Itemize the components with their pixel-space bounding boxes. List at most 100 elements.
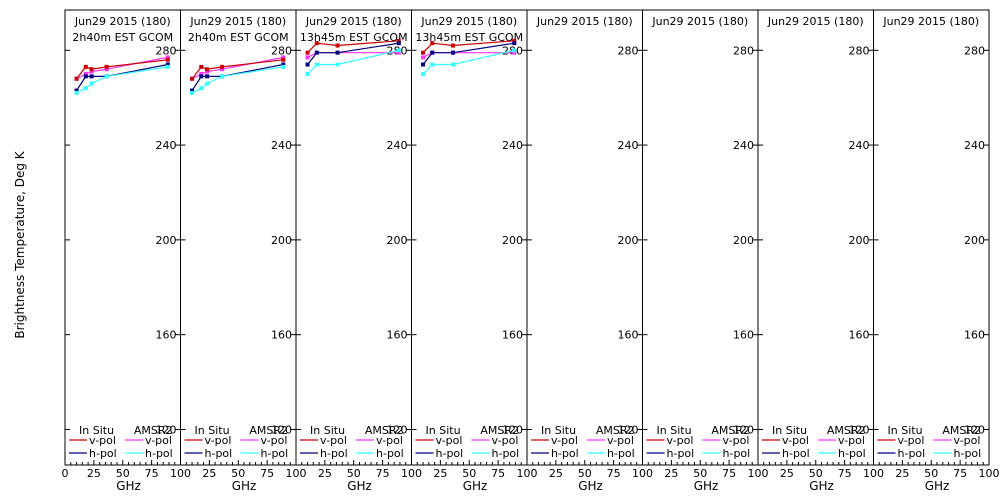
y-tick-label: 120 (387, 423, 408, 436)
x-tick-label: 100 (286, 467, 307, 480)
point-insitu_h (165, 62, 170, 67)
y-tick-label: 240 (964, 139, 985, 152)
point-amsr2_h (104, 74, 109, 79)
legend-label-in-situ-h-pol: h-pol (89, 447, 117, 460)
y-tick-label: 160 (849, 329, 870, 342)
panel-subtitle: 13h45m EST GCOM (300, 31, 408, 44)
x-tick-label: 0 (62, 467, 69, 480)
x-tick-label: 50 (116, 467, 130, 480)
y-tick-label: 240 (733, 139, 754, 152)
legend-in-situ: In Situ (657, 424, 692, 437)
point-insitu_v (199, 64, 204, 69)
point-amsr2_v (104, 67, 109, 72)
point-amsr2_h (421, 71, 426, 76)
y-tick-label: 120 (156, 423, 177, 436)
point-insitu_v (205, 67, 210, 72)
y-tick-label: 200 (271, 234, 292, 247)
point-insitu_v (74, 76, 79, 81)
x-tick-label: 25 (549, 467, 563, 480)
y-tick-label: 280 (271, 44, 292, 57)
legend-label-in-situ-v-pol: v-pol (320, 434, 347, 447)
y-tick-label: 160 (618, 329, 639, 342)
x-tick-label: 100 (748, 467, 769, 480)
y-tick-label: 120 (502, 423, 523, 436)
point-insitu_v (421, 50, 426, 55)
point-insitu_v (83, 64, 88, 69)
x-tick-label: 75 (953, 467, 967, 480)
point-insitu_v (220, 64, 225, 69)
y-tick-label: 120 (271, 423, 292, 436)
x-tick-label: 50 (809, 467, 823, 480)
y-axis-label: Brightness Temperature, Deg K (13, 150, 27, 338)
x-axis-label: GHz (809, 479, 834, 493)
point-insitu_v (335, 43, 340, 48)
x-tick-label: 75 (722, 467, 736, 480)
x-tick-label: 50 (462, 467, 476, 480)
x-tick-label: 100 (170, 467, 191, 480)
point-amsr2_v (421, 55, 426, 60)
legend-label-in-situ-h-pol: h-pol (782, 447, 810, 460)
legend-amsr2: AMSR2 (249, 424, 288, 437)
panel-7: 120 160 200 240 280 25 50 75 100 GHz Jun29 2015 (1… (757, 9, 884, 493)
point-amsr2_v (165, 55, 170, 60)
legend-amsr2: AMSR2 (711, 424, 750, 437)
legend-label-amsr2-h-pol: h-pol (492, 447, 520, 460)
y-tick-label: 280 (618, 44, 639, 57)
point-insitu_h (83, 74, 88, 79)
panel-title: Jun29 2015 (180) (882, 15, 979, 28)
legend-label-amsr2-h-pol: h-pol (838, 447, 866, 460)
panel-5: 120 160 200 240 280 25 50 75 100 GHz Jun29 2015 (1… (526, 9, 653, 493)
point-amsr2_h (396, 48, 401, 53)
series-amsr2_h (422, 49, 515, 75)
y-tick-label: 120 (849, 423, 870, 436)
legend-amsr2: AMSR2 (480, 424, 519, 437)
series-insitu_v (422, 40, 515, 54)
point-amsr2_v (199, 71, 204, 76)
y-tick-label: 160 (733, 329, 754, 342)
point-insitu_v (396, 38, 401, 43)
legend-in-situ: In Situ (79, 424, 114, 437)
legend-label-in-situ-h-pol: h-pol (205, 447, 233, 460)
point-amsr2_h (190, 90, 195, 95)
x-tick-label: 75 (607, 467, 621, 480)
x-axis-label: GHz (116, 479, 141, 493)
point-amsr2_h (430, 62, 435, 67)
y-tick-label: 200 (733, 234, 754, 247)
point-insitu_v (89, 67, 94, 72)
y-tick-label: 160 (964, 329, 985, 342)
y-tick-label: 240 (387, 139, 408, 152)
y-tick-label: 200 (156, 234, 177, 247)
y-tick-label: 200 (387, 234, 408, 247)
point-amsr2_h (220, 74, 225, 79)
x-tick-label: 75 (376, 467, 390, 480)
y-tick-label: 200 (618, 234, 639, 247)
x-tick-label: 50 (578, 467, 592, 480)
x-axis-label: GHz (578, 479, 603, 493)
x-tick-label: 25 (780, 467, 794, 480)
legend-label-amsr2-v-pol: v-pol (261, 434, 288, 447)
legend-label-amsr2-v-pol: v-pol (492, 434, 519, 447)
y-tick-label: 240 (156, 139, 177, 152)
y-tick-label: 280 (733, 44, 754, 57)
legend-in-situ: In Situ (772, 424, 807, 437)
legend-label-amsr2-v-pol: v-pol (723, 434, 750, 447)
series-insitu_v (307, 40, 399, 54)
x-tick-label: 100 (863, 467, 884, 480)
panel-title: Jun29 2015 (180) (651, 15, 748, 28)
x-tick-label: 100 (979, 467, 1000, 480)
x-tick-label: 100 (517, 467, 538, 480)
point-insitu_v (451, 43, 456, 48)
y-tick-label: 120 (733, 423, 754, 436)
point-amsr2_h (83, 86, 88, 91)
legend-label-in-situ-h-pol: h-pol (436, 447, 464, 460)
point-insitu_h (199, 74, 204, 79)
x-axis-label: GHz (347, 479, 372, 493)
panel-title: Jun29 2015 (180) (767, 15, 864, 28)
point-insitu_h (205, 74, 210, 79)
panel-8: 120 160 200 240 280 25 50 75 100 GHz Jun29 2015 (1… (873, 9, 1000, 493)
point-amsr2_v (305, 55, 310, 60)
y-tick-label: 240 (849, 139, 870, 152)
